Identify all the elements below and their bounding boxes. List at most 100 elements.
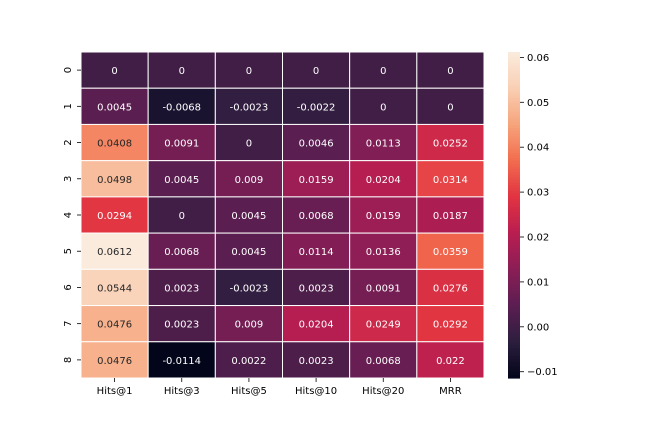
colorbar-segment bbox=[508, 68, 520, 72]
cell-value-label: 0.0159 bbox=[366, 211, 401, 222]
colorbar-segment bbox=[508, 152, 520, 156]
y-tick-label: 5 bbox=[63, 248, 74, 254]
colorbar-segment bbox=[508, 274, 520, 279]
cell-value-label: 0.0045 bbox=[164, 175, 199, 186]
heatmap-cell bbox=[147, 341, 216, 379]
cell-value-label: 0.0187 bbox=[433, 211, 468, 222]
colorbar-segment bbox=[508, 296, 520, 300]
cell-value-label: 0 bbox=[380, 102, 386, 113]
heatmap-cell bbox=[214, 196, 283, 234]
colorbar-tick-label: 0.01 bbox=[527, 277, 549, 288]
colorbar-segment bbox=[508, 228, 520, 232]
cell-value-label: 0 bbox=[179, 66, 185, 77]
colorbar-segment bbox=[508, 358, 520, 363]
colorbar-segment bbox=[508, 225, 520, 230]
colorbar-segment bbox=[508, 179, 520, 183]
cell-value-label: 0.0159 bbox=[299, 175, 334, 186]
heatmap-cell bbox=[282, 123, 351, 162]
colorbar-segment bbox=[508, 73, 520, 78]
colorbar-segment bbox=[508, 304, 520, 308]
cell-value-label: 0 bbox=[313, 66, 319, 77]
colorbar-segment bbox=[508, 345, 520, 349]
cell-value-label: 0.0091 bbox=[366, 283, 401, 294]
colorbar-segment bbox=[508, 356, 520, 360]
colorbar-segment bbox=[508, 258, 520, 262]
heatmap-cell bbox=[80, 160, 149, 198]
cell-value-label: 0.0204 bbox=[366, 175, 401, 186]
colorbar-segment bbox=[508, 117, 520, 121]
colorbar-segment bbox=[508, 250, 520, 254]
colorbar-segment bbox=[508, 285, 520, 289]
cell-value-label: 0.0476 bbox=[97, 356, 132, 367]
heatmap-cell bbox=[80, 232, 149, 270]
colorbar-tick-label: 0.02 bbox=[527, 233, 549, 244]
colorbar-segment bbox=[508, 375, 520, 379]
colorbar-segment bbox=[508, 79, 520, 83]
colorbar-segment bbox=[508, 76, 520, 80]
y-tick-label: 8 bbox=[63, 357, 74, 363]
cell-value-label: 0.0314 bbox=[433, 175, 468, 186]
colorbar-segment bbox=[508, 217, 520, 222]
heatmap-cell bbox=[416, 87, 485, 125]
colorbar-segment bbox=[508, 364, 520, 368]
colorbar-tick-label: 0.00 bbox=[527, 322, 549, 333]
cell-value-label: 0.0046 bbox=[299, 139, 334, 150]
cell-value-label: 0.0022 bbox=[231, 356, 266, 367]
colorbar-segment bbox=[508, 234, 520, 238]
colorbar-segment bbox=[508, 187, 520, 192]
heatmap-cell bbox=[147, 51, 216, 89]
cell-value-label: 0.0023 bbox=[164, 320, 199, 331]
cell-value-label: 0 bbox=[380, 66, 386, 77]
heatmap-cell bbox=[416, 160, 485, 198]
colorbar-segment bbox=[508, 54, 520, 59]
cell-value-label: 0.0045 bbox=[231, 211, 266, 222]
colorbar-segment bbox=[508, 157, 520, 162]
colorbar-segment bbox=[508, 331, 520, 336]
colorbar-segment bbox=[508, 261, 520, 265]
colorbar-segment bbox=[508, 372, 520, 376]
cell-value-label: -0.0022 bbox=[297, 102, 336, 113]
colorbar-segment bbox=[508, 136, 520, 140]
colorbar-segment bbox=[508, 106, 520, 110]
cell-value-label: 0.022 bbox=[436, 356, 465, 367]
colorbar-segment bbox=[508, 201, 520, 205]
colorbar-segment bbox=[508, 168, 520, 173]
cell-value-label: -0.0023 bbox=[230, 102, 269, 113]
cell-value-label: 0.0249 bbox=[366, 320, 401, 331]
heatmap-cell bbox=[282, 87, 351, 125]
colorbar-segment bbox=[508, 109, 520, 113]
cell-value-label: 0.0294 bbox=[97, 211, 132, 222]
colorbar-segment bbox=[508, 326, 520, 330]
colorbar-segment bbox=[508, 299, 520, 303]
cell-value-label: 0.0544 bbox=[97, 283, 132, 294]
cell-value-label: -0.0023 bbox=[230, 283, 269, 294]
colorbar-segment bbox=[508, 231, 520, 235]
colorbar-segment bbox=[508, 114, 520, 118]
colorbar-segment bbox=[508, 266, 520, 270]
heatmap-cell bbox=[416, 196, 485, 234]
colorbar-segment bbox=[508, 307, 520, 311]
heatmap-cell bbox=[214, 51, 283, 89]
cell-value-label: 0.0045 bbox=[97, 102, 132, 113]
colorbar-segment bbox=[508, 263, 520, 268]
heatmap-cell bbox=[80, 268, 149, 307]
colorbar: −0.01 0.00 0.01 0.02 0.03 0.04 0.05 0.06 bbox=[508, 52, 558, 379]
cell-value-label: 0 bbox=[246, 66, 252, 77]
y-tick-label: 3 bbox=[63, 176, 74, 182]
colorbar-segment bbox=[508, 239, 520, 243]
colorbar-segment bbox=[508, 310, 520, 314]
colorbar-segment bbox=[508, 52, 520, 56]
cell-value-label: 0.0476 bbox=[97, 320, 132, 331]
cell-value-label: 0.0204 bbox=[299, 320, 334, 331]
cell-value-label: 0.0292 bbox=[433, 320, 468, 331]
heatmap-cell bbox=[416, 341, 485, 379]
heatmap-cell bbox=[416, 268, 485, 307]
colorbar-segment bbox=[508, 288, 520, 292]
heatmap-cell bbox=[147, 87, 216, 125]
heatmap-cell bbox=[416, 123, 485, 162]
colorbar-segment bbox=[508, 209, 520, 213]
y-tick-label: 4 bbox=[63, 212, 74, 218]
colorbar-segment bbox=[508, 323, 520, 327]
cell-value-label: 0.0068 bbox=[299, 211, 334, 222]
heatmap-cell bbox=[147, 123, 216, 162]
